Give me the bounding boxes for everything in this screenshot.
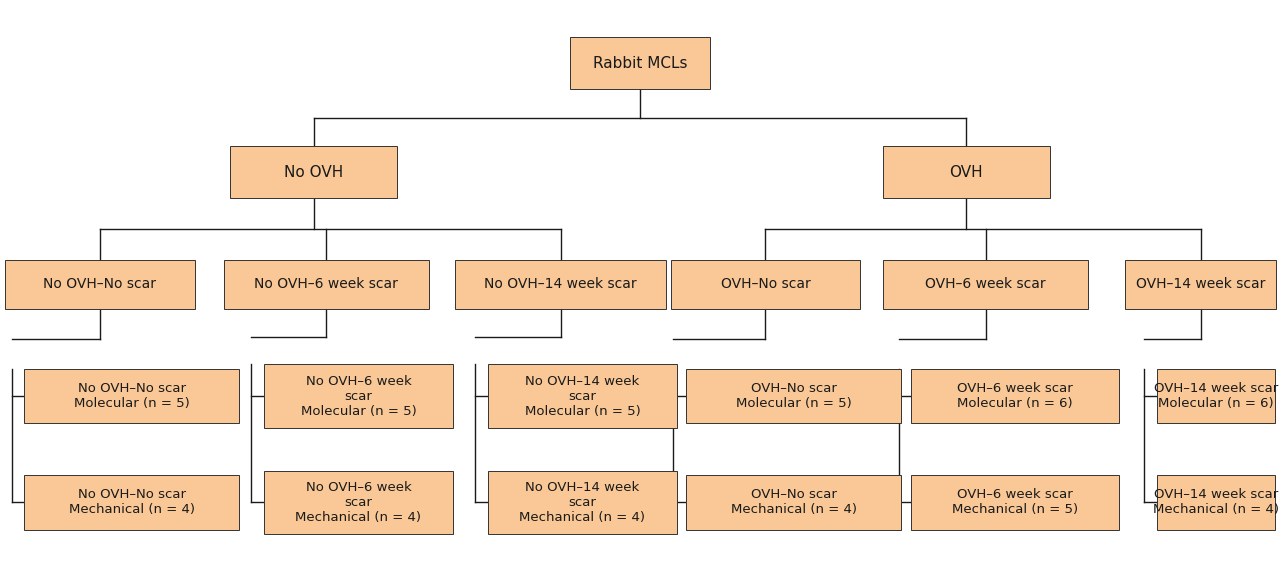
FancyBboxPatch shape <box>5 259 195 309</box>
Text: No OVH–6 week
scar
Molecular (n = 5): No OVH–6 week scar Molecular (n = 5) <box>301 375 416 417</box>
Text: OVH–6 week scar
Mechanical (n = 5): OVH–6 week scar Mechanical (n = 5) <box>952 488 1078 516</box>
Text: OVH–No scar
Mechanical (n = 4): OVH–No scar Mechanical (n = 4) <box>731 488 856 516</box>
FancyBboxPatch shape <box>224 259 429 309</box>
FancyBboxPatch shape <box>671 259 860 309</box>
Text: No OVH–No scar
Molecular (n = 5): No OVH–No scar Molecular (n = 5) <box>74 382 189 410</box>
FancyBboxPatch shape <box>264 471 453 534</box>
FancyBboxPatch shape <box>883 259 1088 309</box>
Text: OVH: OVH <box>950 165 983 180</box>
FancyBboxPatch shape <box>230 146 397 198</box>
FancyBboxPatch shape <box>24 475 239 529</box>
Text: No OVH–14 week scar: No OVH–14 week scar <box>484 277 637 291</box>
Text: OVH–14 week scar
Mechanical (n = 4): OVH–14 week scar Mechanical (n = 4) <box>1153 488 1279 516</box>
Text: No OVH–No scar
Mechanical (n = 4): No OVH–No scar Mechanical (n = 4) <box>69 488 195 516</box>
Text: OVH–6 week scar: OVH–6 week scar <box>925 277 1046 291</box>
FancyBboxPatch shape <box>488 471 677 534</box>
Text: OVH–14 week scar
Molecular (n = 6): OVH–14 week scar Molecular (n = 6) <box>1153 382 1279 410</box>
FancyBboxPatch shape <box>570 37 710 89</box>
Text: OVH–No scar: OVH–No scar <box>721 277 810 291</box>
Text: No OVH–6 week scar: No OVH–6 week scar <box>255 277 398 291</box>
FancyBboxPatch shape <box>24 369 239 424</box>
Text: Rabbit MCLs: Rabbit MCLs <box>593 56 687 71</box>
FancyBboxPatch shape <box>264 364 453 428</box>
Text: No OVH–14 week
scar
Mechanical (n = 4): No OVH–14 week scar Mechanical (n = 4) <box>520 481 645 523</box>
Text: OVH–No scar
Molecular (n = 5): OVH–No scar Molecular (n = 5) <box>736 382 851 410</box>
FancyBboxPatch shape <box>456 259 667 309</box>
FancyBboxPatch shape <box>686 369 901 424</box>
FancyBboxPatch shape <box>911 475 1119 529</box>
Text: No OVH–No scar: No OVH–No scar <box>44 277 156 291</box>
FancyBboxPatch shape <box>1157 475 1275 529</box>
FancyBboxPatch shape <box>911 369 1119 424</box>
Text: No OVH–6 week
scar
Mechanical (n = 4): No OVH–6 week scar Mechanical (n = 4) <box>296 481 421 523</box>
FancyBboxPatch shape <box>488 364 677 428</box>
FancyBboxPatch shape <box>883 146 1050 198</box>
Text: No OVH: No OVH <box>284 165 343 180</box>
Text: No OVH–14 week
scar
Molecular (n = 5): No OVH–14 week scar Molecular (n = 5) <box>525 375 640 417</box>
FancyBboxPatch shape <box>1125 259 1276 309</box>
Text: OVH–14 week scar: OVH–14 week scar <box>1135 277 1266 291</box>
FancyBboxPatch shape <box>686 475 901 529</box>
FancyBboxPatch shape <box>1157 369 1275 424</box>
Text: OVH–6 week scar
Molecular (n = 6): OVH–6 week scar Molecular (n = 6) <box>957 382 1073 410</box>
